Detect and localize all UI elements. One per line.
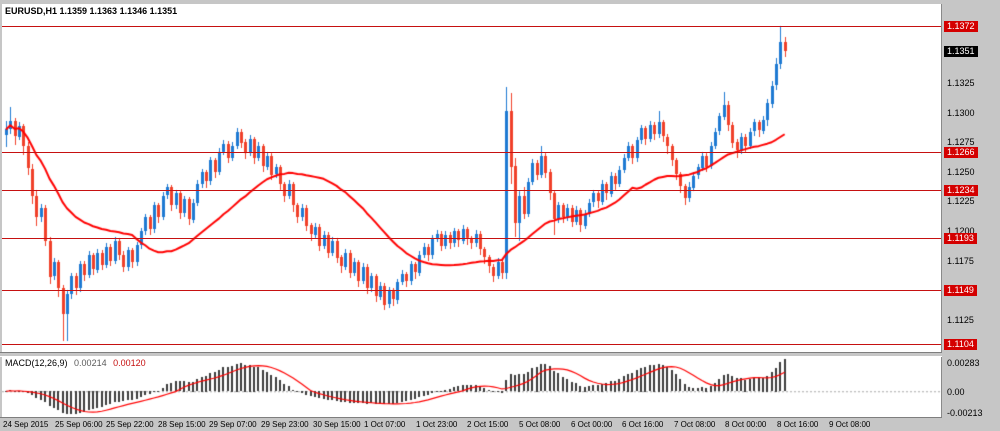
current-price-tag: 1.1351 [944,46,978,57]
price-tick-label: 1.1175 [947,256,974,266]
time-axis-label: 1 Oct 23:00 [416,420,458,429]
pane-splitter[interactable] [0,352,1000,357]
macd-axis-label: 0.00 [947,387,965,397]
time-axis-label: 6 Oct 00:00 [571,420,613,429]
macd-axis-label: -0.00213 [947,408,983,418]
time-axis-label: 25 Sep 06:00 [55,420,103,429]
price-chart-pane[interactable]: EURUSD,H1 1.1359 1.1363 1.1346 1.1351 [2,4,942,352]
time-axis-label: 5 Oct 08:00 [519,420,561,429]
price-level-tag: 1.1193 [944,233,977,244]
price-level-tag: 1.1104 [944,339,977,350]
time-axis[interactable]: 24 Sep 2015 25 Sep 06:00 25 Sep 22:00 28 Se… [0,419,1000,431]
candlestick-canvas[interactable] [2,4,941,352]
time-axis-divider [0,417,1000,420]
horizontal-level-line[interactable] [2,344,941,345]
time-axis-label: 9 Oct 08:00 [829,420,871,429]
price-tick-label: 1.1325 [947,78,975,88]
price-level-tag: 1.1149 [944,285,977,296]
time-axis-label: 25 Sep 22:00 [106,420,154,429]
price-tick-label: 1.1225 [947,196,975,206]
macd-main-value: 0.00214 [74,358,107,368]
price-tick-label: 1.1275 [947,137,975,147]
price-level-tag: 1.1372 [944,21,978,32]
time-axis-label: 8 Oct 00:00 [725,420,767,429]
horizontal-level-line[interactable] [2,152,941,153]
horizontal-level-line[interactable] [2,238,941,239]
price-tick-label: 1.1200 [947,226,975,236]
chart-ohlc-label: EURUSD,H1 1.1359 1.1363 1.1346 1.1351 [5,6,178,16]
time-axis-label: 29 Sep 23:00 [261,420,309,429]
price-tick-label: 1.1300 [947,108,975,118]
macd-name: MACD(12,26,9) [5,358,68,368]
macd-indicator-label: MACD(12,26,9) 0.00214 0.00120 [5,358,146,368]
macd-canvas[interactable] [2,357,941,417]
price-level-tag: 1.1234 [944,185,978,196]
time-axis-label: 28 Sep 15:00 [158,420,206,429]
price-level-tag: 1.1266 [944,147,978,158]
time-axis-label: 7 Oct 08:00 [674,420,716,429]
horizontal-level-line[interactable] [2,26,941,27]
time-axis-label: 30 Sep 15:00 [313,420,361,429]
price-axis[interactable]: 1.1325 1.1300 1.1275 1.1250 1.1225 1.1200 1.11… [942,4,1000,419]
time-axis-label: 1 Oct 07:00 [364,420,406,429]
price-tick-label: 1.1125 [947,315,974,325]
macd-axis-label: 0.00283 [947,358,980,368]
time-axis-label: 8 Oct 16:00 [777,420,819,429]
macd-signal-value: 0.00120 [113,358,146,368]
time-axis-label: 24 Sep 2015 [3,420,49,429]
time-axis-label: 2 Oct 15:00 [467,420,509,429]
horizontal-level-line[interactable] [2,190,941,191]
time-axis-label: 6 Oct 16:00 [622,420,664,429]
price-tick-label: 1.1250 [947,167,975,177]
time-axis-label: 29 Sep 07:00 [209,420,257,429]
macd-pane[interactable]: MACD(12,26,9) 0.00214 0.00120 [2,357,942,417]
horizontal-level-line[interactable] [2,290,941,291]
